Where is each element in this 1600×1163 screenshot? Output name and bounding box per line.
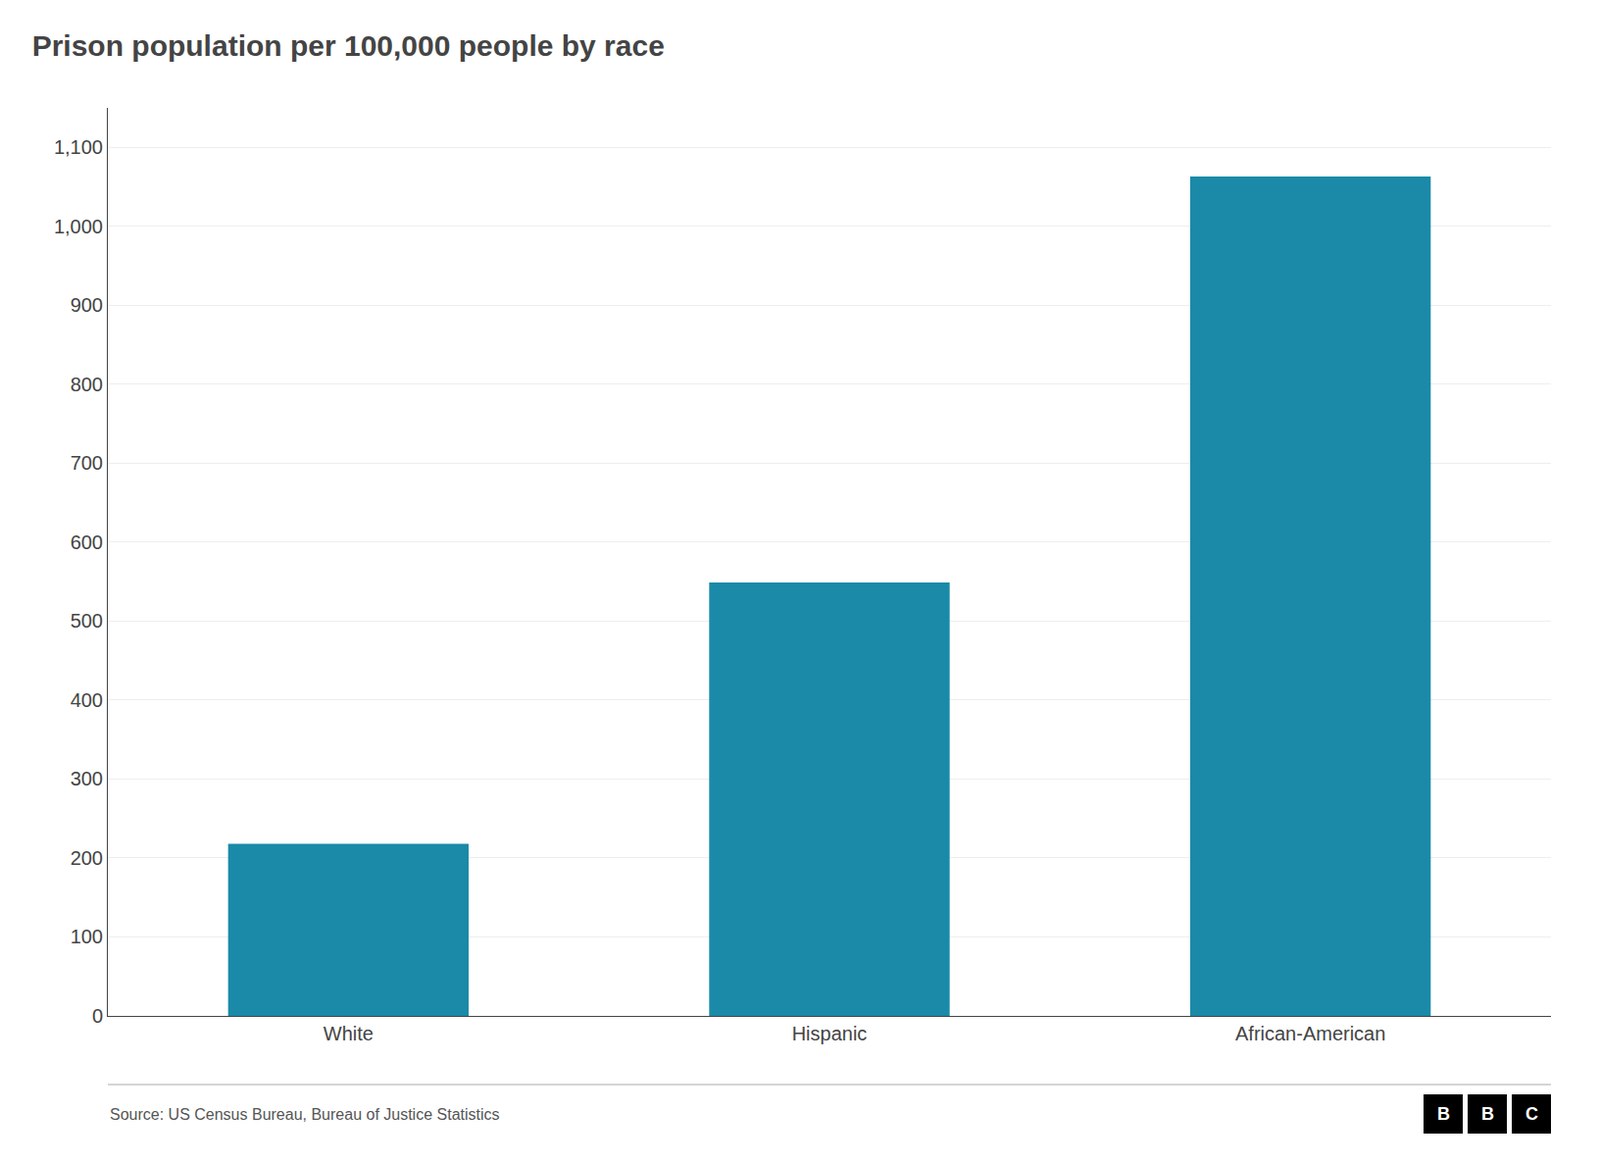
svg-text:Source: US Census Bureau, Bure: Source: US Census Bureau, Bureau of Just…	[109, 1105, 500, 1123]
svg-text:100: 100	[70, 925, 103, 948]
svg-text:200: 200	[70, 847, 103, 869]
svg-text:500: 500	[70, 609, 103, 632]
svg-text:Prison population per 100,000: Prison population per 100,000 people by …	[32, 29, 665, 62]
svg-text:White: White	[323, 1022, 374, 1045]
svg-text:800: 800	[70, 373, 103, 396]
svg-text:0: 0	[92, 1004, 103, 1027]
svg-text:900: 900	[70, 294, 103, 316]
svg-text:600: 600	[70, 531, 103, 553]
svg-text:700: 700	[70, 451, 103, 474]
svg-text:C: C	[1525, 1103, 1539, 1124]
svg-text:400: 400	[70, 689, 103, 711]
svg-text:1,000: 1,000	[53, 215, 103, 238]
svg-text:B: B	[1481, 1103, 1495, 1124]
svg-text:300: 300	[70, 767, 103, 790]
svg-text:African-American: African-American	[1235, 1022, 1386, 1045]
svg-text:1,100: 1,100	[53, 136, 103, 158]
svg-text:B: B	[1437, 1103, 1450, 1124]
svg-text:Hispanic: Hispanic	[792, 1022, 868, 1045]
